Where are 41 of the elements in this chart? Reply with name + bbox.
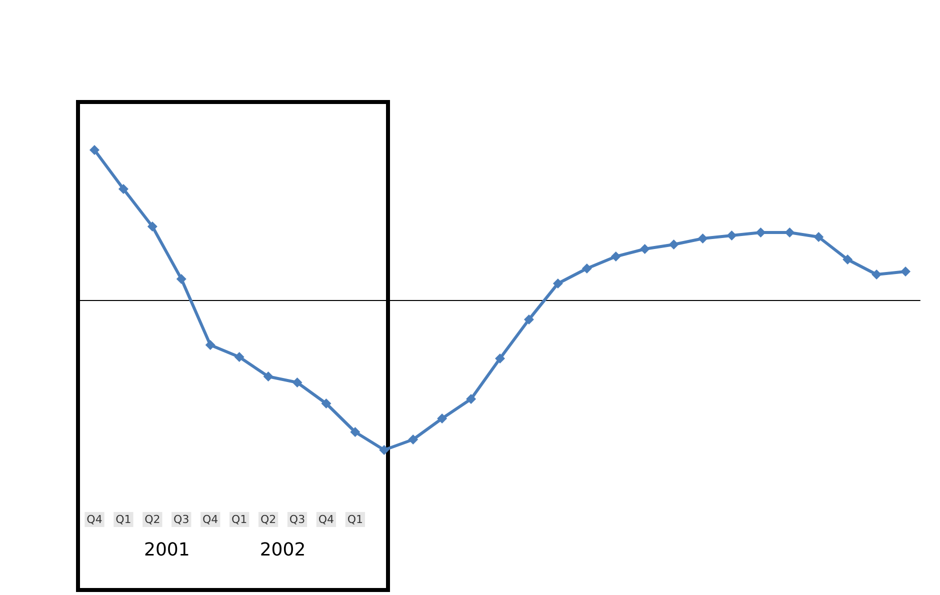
point — [263, 372, 274, 382]
point — [118, 184, 128, 194]
point — [147, 222, 158, 232]
x-tick-label: Q4 — [86, 513, 102, 526]
x-tick-label: Q3 — [174, 513, 190, 526]
point — [552, 278, 563, 288]
point — [350, 427, 360, 437]
point — [842, 254, 853, 264]
point — [756, 228, 766, 238]
point — [582, 264, 592, 274]
x-tick-label: Q1 — [231, 513, 248, 526]
point — [379, 445, 390, 455]
x-tick-label: Q2 — [260, 513, 276, 526]
point — [900, 266, 911, 276]
point — [872, 270, 882, 280]
point — [814, 232, 824, 242]
text: 2001 — [144, 540, 190, 560]
x-tick-label: Q3 — [289, 513, 306, 526]
point — [234, 352, 244, 362]
x-tick-label: Q4 — [202, 513, 218, 526]
point — [640, 244, 650, 254]
point — [466, 394, 476, 404]
point — [408, 434, 418, 444]
point — [495, 354, 505, 364]
point — [321, 398, 332, 408]
point — [784, 228, 795, 238]
point — [292, 378, 302, 388]
point — [698, 234, 708, 244]
point — [89, 145, 100, 155]
point — [176, 274, 186, 284]
point — [205, 340, 216, 350]
point — [437, 414, 448, 424]
point — [524, 314, 534, 324]
x-tick-label: Q2 — [144, 513, 160, 526]
point — [726, 230, 737, 240]
point — [668, 240, 679, 250]
text: 2002 — [260, 540, 306, 560]
point — [610, 252, 621, 262]
x-tick-label: Q1 — [347, 513, 364, 526]
x-tick-label: Q1 — [116, 513, 132, 526]
x-tick-label: Q4 — [318, 513, 334, 526]
